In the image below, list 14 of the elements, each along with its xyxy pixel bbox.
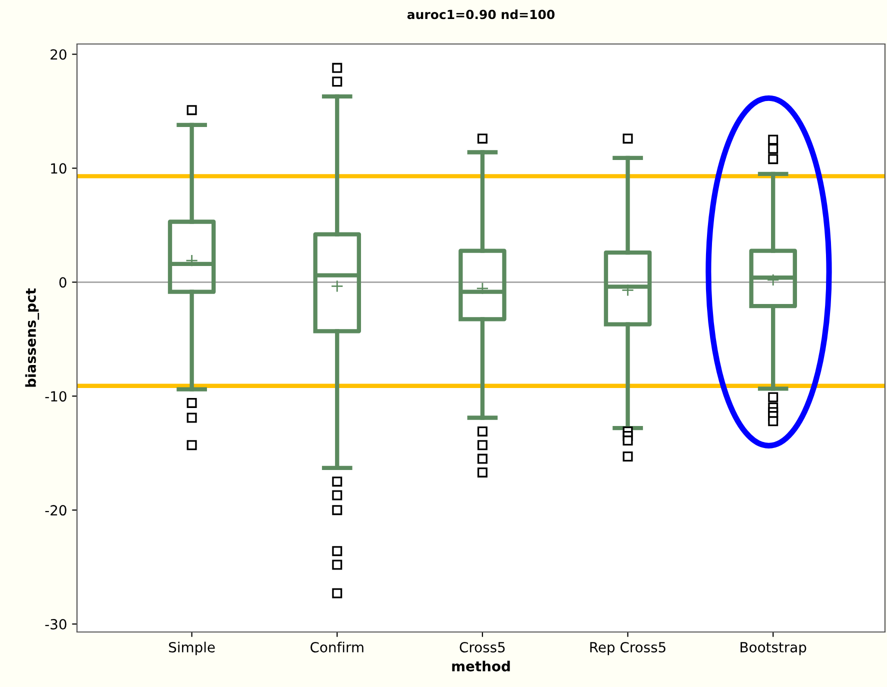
- y-axis-title: biassens_pct: [25, 288, 40, 387]
- x-tick-label: Cross5: [460, 642, 505, 652]
- x-tick-label: Simple: [169, 642, 215, 656]
- y-tick-label: -20: [45, 505, 66, 516]
- y-tick-label: 10: [51, 163, 66, 174]
- y-tick-label: 20: [50, 49, 66, 60]
- x-tick-label: Bootstrap: [740, 642, 806, 656]
- y-tick-label: -30: [45, 618, 66, 630]
- x-axis-title: method: [452, 660, 510, 672]
- x-tick-label: Confirm: [310, 642, 364, 652]
- x-tick-label: Rep Cross5: [590, 642, 666, 656]
- y-tick-label: -10: [45, 391, 66, 402]
- y-tick-label: 0: [59, 277, 66, 288]
- chart-title: auroc1=0.90 nd=100: [407, 10, 555, 20]
